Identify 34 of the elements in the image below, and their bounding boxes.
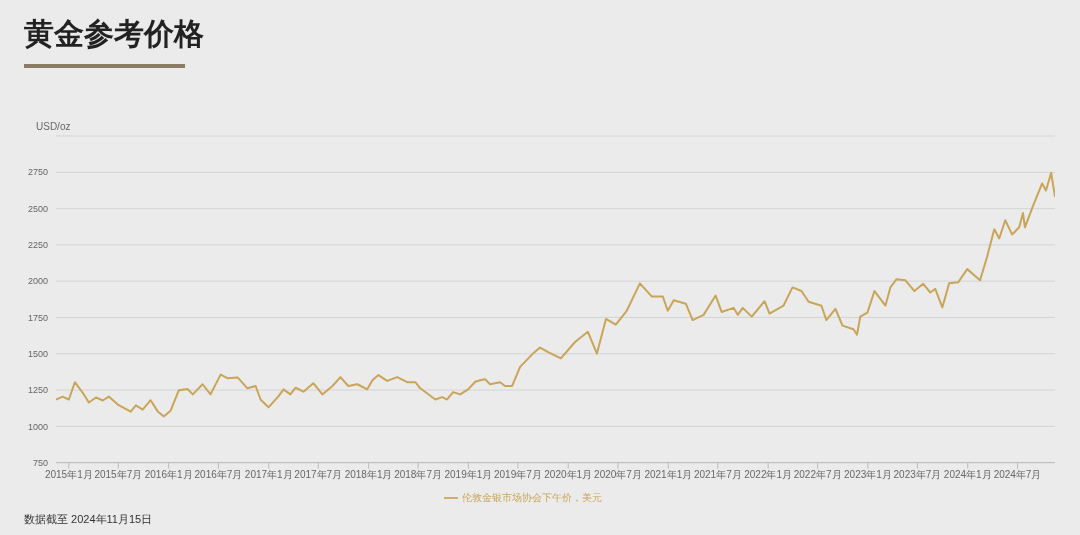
x-tick-label: 2015年1月 xyxy=(44,468,93,480)
y-tick-label: 750 xyxy=(32,457,48,468)
x-tick-label: 2020年1月 xyxy=(544,468,593,480)
y-tick-label: 2500 xyxy=(27,203,48,214)
y-axis-title: USD/oz xyxy=(36,121,71,132)
x-tick-label: 2022年7月 xyxy=(793,468,842,480)
text: 数据截至 2024年11月15日 xyxy=(24,512,153,527)
x-tick-label: 2020年7月 xyxy=(594,468,642,480)
y-tick-label: 1250 xyxy=(27,385,48,396)
x-tick-label: 2017年1月 xyxy=(244,468,293,480)
x-tick-label: 2024年7月 xyxy=(993,468,1042,480)
y-tick-label: 1000 xyxy=(27,421,48,432)
x-tick-label: 2022年1月 xyxy=(744,468,793,480)
x-tick-label: 2023年1月 xyxy=(844,468,892,480)
x-tick-label: 2021年1月 xyxy=(644,468,693,480)
y-tick-label: 1500 xyxy=(27,348,48,359)
y-tick-label: 2000 xyxy=(27,276,48,287)
line-series xyxy=(56,171,1055,418)
x-tick-label: 2017年7月 xyxy=(294,468,343,480)
x-tick-label: 2021年7月 xyxy=(693,468,742,480)
y-tick-label: 1750 xyxy=(27,312,48,323)
chart-title: 黄金参考价格 xyxy=(24,16,204,52)
x-tick-label: 2024年1月 xyxy=(943,468,992,480)
x-tick-label: 2019年7月 xyxy=(493,468,542,480)
x-tick-label: 2018年1月 xyxy=(344,468,393,480)
y-tick-label: 2750 xyxy=(27,167,48,178)
legend-label: 伦敦金银市场协会下午价，美元 xyxy=(461,491,602,503)
x-tick-label: 2015年7月 xyxy=(94,468,143,480)
x-tick-label: 2016年1月 xyxy=(144,468,193,480)
x-tick-label: 2023年7月 xyxy=(893,468,942,480)
y-tick-label: 2250 xyxy=(27,240,48,251)
x-tick-label: 2018年7月 xyxy=(394,468,442,480)
x-tick-label: 2016年7月 xyxy=(194,468,243,480)
x-tick-label: 2019年1月 xyxy=(444,468,493,480)
